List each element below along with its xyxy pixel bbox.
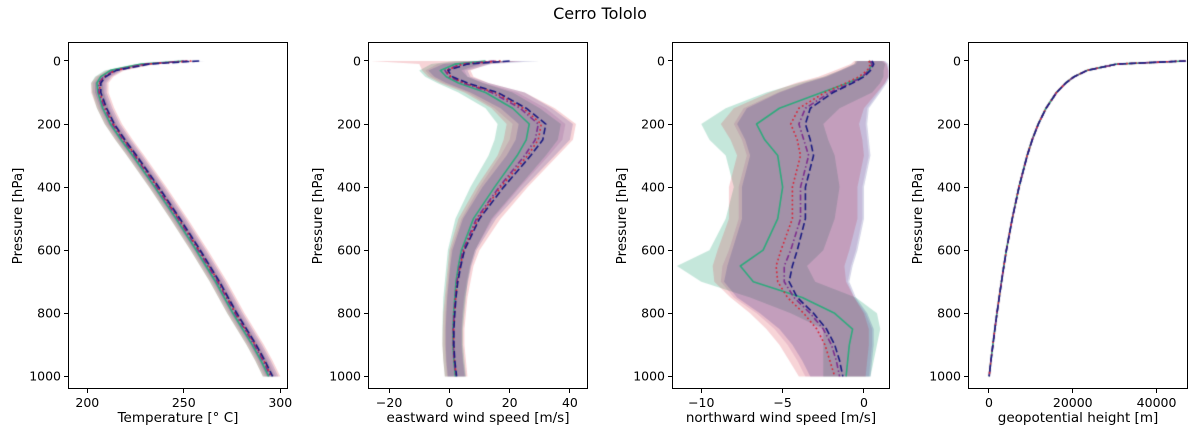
y-tick-label: 0 — [53, 53, 61, 69]
y-tick — [964, 123, 968, 125]
x-tick-label: 200 — [75, 395, 100, 410]
x-tick — [863, 389, 865, 393]
y-tick — [364, 312, 368, 314]
y-tick — [668, 249, 672, 251]
y-tick-label: 1000 — [929, 368, 961, 384]
x-tick — [700, 389, 702, 393]
y-tick — [668, 312, 672, 314]
y-tick-label: 600 — [641, 242, 665, 258]
y-tick-label: 600 — [937, 242, 961, 258]
y-tick-label: 800 — [641, 305, 665, 321]
y-tick — [364, 123, 368, 125]
x-tick-label: −10 — [688, 395, 715, 410]
temperature-plot-area — [68, 42, 288, 389]
y-tick-label: 400 — [641, 179, 665, 195]
x-tick-label: 250 — [171, 395, 196, 410]
subplot-eastward-wind: eastward wind speed [m/s] Pressure [hPa]… — [310, 42, 588, 426]
y-tick — [964, 249, 968, 251]
eastward-wind-plot-area — [368, 42, 588, 389]
y-tick-label: 800 — [37, 305, 61, 321]
y-tick — [364, 186, 368, 188]
y-tick-label: 200 — [937, 116, 961, 132]
geopotential-height-plot-area — [968, 42, 1188, 389]
y-tick — [964, 186, 968, 188]
y-axis-label-pressure: Pressure [hPa] — [10, 167, 26, 264]
x-axis-label-geopotential-height: geopotential height [m] — [997, 410, 1159, 426]
x-tick-label: 0 — [859, 395, 868, 410]
x-tick — [1156, 389, 1158, 393]
y-tick-label: 600 — [37, 242, 61, 258]
y-tick-label: 0 — [657, 53, 665, 69]
y-tick-label: 200 — [337, 116, 361, 132]
y-tick — [64, 249, 68, 251]
x-tick — [569, 389, 571, 393]
y-tick-label: 200 — [37, 116, 61, 132]
y-tick-label: 0 — [953, 53, 961, 69]
y-tick-label: 0 — [353, 53, 361, 69]
y-tick-label: 800 — [937, 305, 961, 321]
y-tick-label: 800 — [337, 305, 361, 321]
y-tick — [64, 312, 68, 314]
y-tick-label: 400 — [937, 179, 961, 195]
x-tick-label: 20 — [501, 395, 518, 410]
y-tick — [64, 375, 68, 377]
y-axis-label-pressure: Pressure [hPa] — [310, 167, 326, 264]
y-tick — [668, 123, 672, 125]
y-tick — [964, 375, 968, 377]
y-tick-label: 400 — [37, 179, 61, 195]
x-tick — [279, 389, 281, 393]
y-tick-label: 1000 — [633, 368, 665, 384]
x-tick — [448, 389, 450, 393]
subplot-geopotential-height: geopotential height [m] Pressure [hPa] 0… — [910, 42, 1188, 426]
y-tick-label: 1000 — [329, 368, 361, 384]
y-axis-label-pressure: Pressure [hPa] — [910, 167, 926, 264]
x-tick-label: 0 — [445, 395, 454, 410]
x-tick — [1072, 389, 1074, 393]
x-tick — [988, 389, 990, 393]
x-tick — [86, 389, 88, 393]
x-tick — [183, 389, 185, 393]
y-tick — [668, 60, 672, 62]
y-tick — [364, 60, 368, 62]
x-tick-label: 20000 — [1052, 395, 1093, 410]
x-axis-label-temperature: Temperature [° C] — [117, 410, 239, 426]
y-tick-label: 200 — [641, 116, 665, 132]
y-tick-label: 1000 — [29, 368, 61, 384]
y-axis-label-pressure: Pressure [hPa] — [614, 167, 630, 264]
x-axis-label-eastward-wind: eastward wind speed [m/s] — [386, 410, 570, 426]
northward-wind-plot-area — [672, 42, 890, 389]
x-tick-label: −5 — [773, 395, 792, 410]
x-tick-label: −20 — [375, 395, 403, 410]
y-tick — [64, 186, 68, 188]
x-tick-label: 40 — [561, 395, 578, 410]
x-tick-label: 300 — [268, 395, 293, 410]
y-tick — [668, 186, 672, 188]
x-tick — [509, 389, 511, 393]
y-tick — [364, 375, 368, 377]
y-tick — [64, 60, 68, 62]
subplot-northward-wind: northward wind speed [m/s] Pressure [hPa… — [614, 42, 890, 426]
x-tick — [782, 389, 784, 393]
y-tick — [64, 123, 68, 125]
y-tick — [364, 249, 368, 251]
x-tick-label: 40000 — [1136, 395, 1177, 410]
y-tick-label: 600 — [337, 242, 361, 258]
y-tick — [964, 60, 968, 62]
x-axis-label-northward-wind: northward wind speed [m/s] — [685, 410, 877, 426]
y-tick — [668, 375, 672, 377]
figure-title: Cerro Tololo — [553, 4, 647, 23]
y-tick — [964, 312, 968, 314]
y-tick-label: 400 — [337, 179, 361, 195]
subplot-temperature: Temperature [° C] Pressure [hPa] 200 250 3… — [10, 42, 292, 426]
x-tick-label: 0 — [984, 395, 993, 410]
x-tick — [388, 389, 390, 393]
